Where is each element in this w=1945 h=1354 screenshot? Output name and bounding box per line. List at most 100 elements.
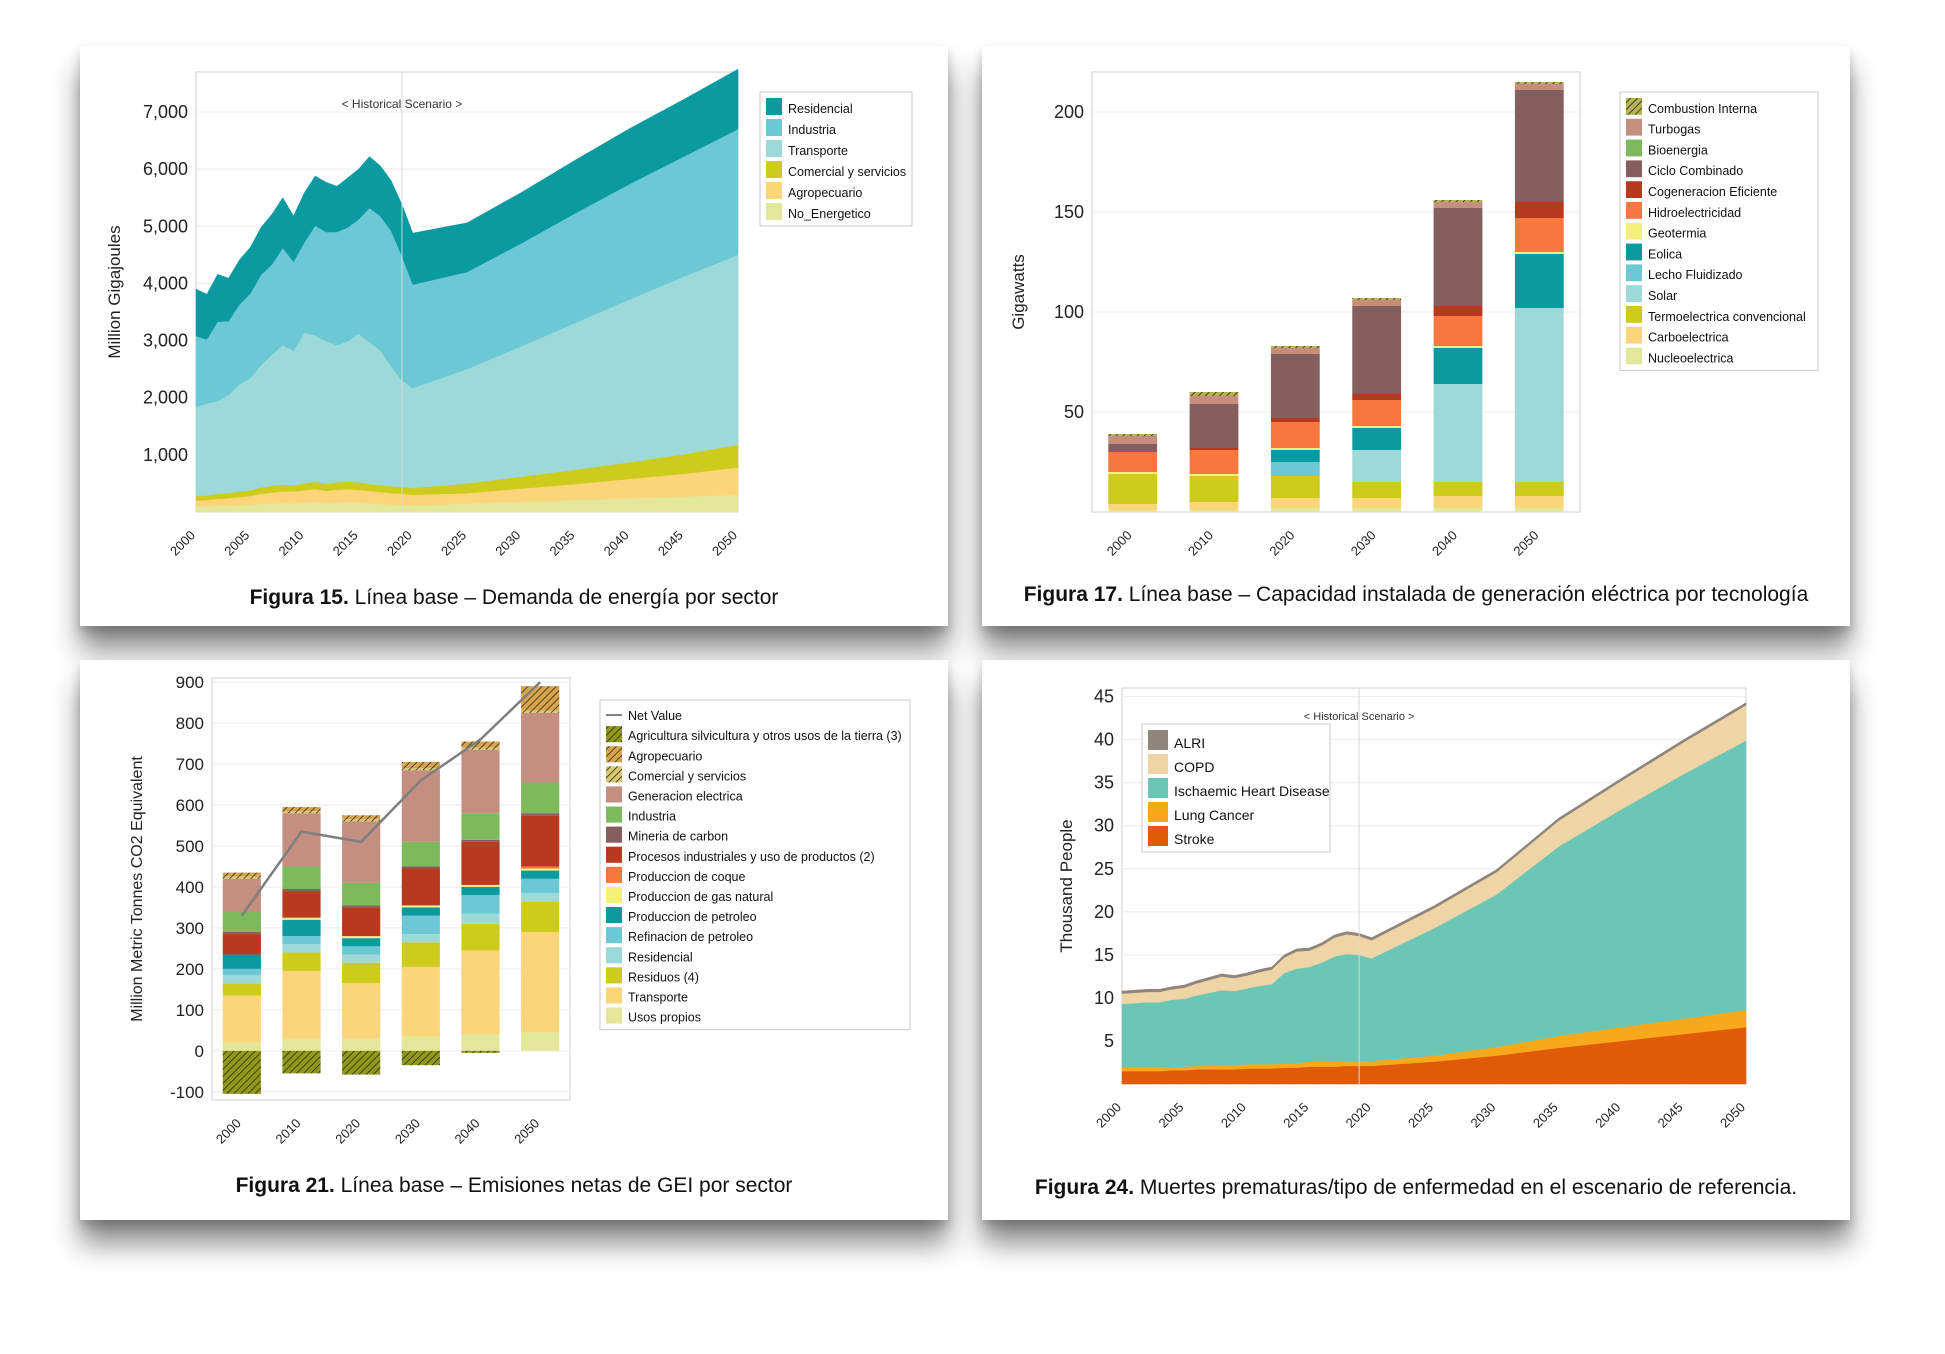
y-tick-label: 3,000 bbox=[143, 331, 188, 351]
bar-residencial-2020 bbox=[342, 954, 381, 963]
y-tick-label: -100 bbox=[170, 1083, 204, 1102]
legend-swatch-solar bbox=[1626, 285, 1642, 302]
figure-24-title: Muertes prematuras/tipo de enfermedad en… bbox=[1134, 1176, 1798, 1199]
historical-scenario-label: < Historical Scenario > bbox=[342, 97, 463, 111]
bar-residuos-4-2020 bbox=[342, 962, 381, 984]
bar-usos-propios-2000 bbox=[222, 1042, 261, 1051]
bar-cogeneracion-eficiente-2010 bbox=[1189, 448, 1239, 450]
bar-comercial-y-servicios-2020 bbox=[342, 819, 381, 822]
x-tick-label: 2010 bbox=[273, 1116, 304, 1147]
bar-eolica-2040 bbox=[1433, 348, 1483, 384]
bar-combustion-interna-2010 bbox=[1189, 392, 1239, 396]
y-tick-label: 150 bbox=[1054, 202, 1084, 222]
bar-refinacion-de-petroleo-2030 bbox=[401, 915, 440, 935]
y-tick-label: 25 bbox=[1094, 859, 1114, 879]
area-alri bbox=[1121, 702, 1747, 994]
x-tick-label: 2050 bbox=[1717, 1100, 1748, 1131]
x-tick-label: 2050 bbox=[1510, 528, 1541, 559]
bar-comercial-y-servicios-2040 bbox=[461, 747, 500, 750]
bar-mineria-de-carbon-2000 bbox=[222, 932, 261, 935]
bar-produccion-de-petroleo-2000 bbox=[222, 954, 261, 969]
bar-ciclo-combinado-2030 bbox=[1352, 306, 1402, 394]
x-tick-label: 2020 bbox=[1266, 528, 1297, 559]
bar-combustion-interna-2050 bbox=[1514, 82, 1564, 84]
legend-label-usos-propios: Usos propios bbox=[628, 1011, 701, 1025]
bar-turbogas-2020 bbox=[1270, 348, 1320, 354]
bar-hidroelectricidad-2010 bbox=[1189, 450, 1239, 474]
bar-usos-propios-2040 bbox=[461, 1034, 500, 1051]
bar-cogeneracion-eficiente-2020 bbox=[1270, 418, 1320, 422]
y-tick-label: 200 bbox=[1054, 102, 1084, 122]
legend-swatch-hidroelectricidad bbox=[1626, 202, 1642, 219]
bar-combustion-interna-2000 bbox=[1108, 434, 1158, 436]
bar-generacion-electrica-2020 bbox=[342, 821, 381, 883]
bar-usos-propios-2020 bbox=[342, 1038, 381, 1051]
bar-ciclo-combinado-2040 bbox=[1433, 208, 1483, 306]
legend-label-residuos-4: Residuos (4) bbox=[628, 970, 699, 984]
figure-21-caption: Figura 21. Línea base – Emisiones netas … bbox=[80, 1174, 948, 1198]
y-tick-label: 900 bbox=[176, 673, 204, 692]
figure-21-number: Figura 21. bbox=[235, 1174, 335, 1197]
legend-swatch-transporte bbox=[766, 140, 782, 157]
legend: Residencial Industria Transporte Comercial … bbox=[759, 91, 913, 227]
legend-swatch-alri bbox=[1148, 730, 1168, 750]
bar-agricultura-silvicultura-y-otros-usos-de-la-tierra-3-2010 bbox=[282, 1050, 321, 1074]
x-tick-label: 2010 bbox=[275, 528, 306, 559]
y-tick-label: 40 bbox=[1094, 730, 1114, 750]
bar-produccion-de-petroleo-2040 bbox=[461, 886, 500, 896]
bar-eolica-2020 bbox=[1270, 450, 1320, 462]
bar-hidroelectricidad-2050 bbox=[1514, 218, 1564, 252]
legend-swatch-ischaemic-heart-disease bbox=[1148, 778, 1168, 798]
legend-label-net-value: Net Value bbox=[628, 709, 682, 723]
legend-label-generacion-electrica: Generacion electrica bbox=[628, 790, 743, 804]
bar-geotermia-2010 bbox=[1189, 474, 1239, 476]
y-tick-label: 2,000 bbox=[143, 388, 188, 408]
bar-produccion-de-petroleo-2020 bbox=[342, 938, 381, 947]
bar-turbogas-2050 bbox=[1514, 84, 1564, 90]
legend-label-copd: COPD bbox=[1174, 759, 1214, 775]
x-tick-label: 2005 bbox=[221, 528, 252, 559]
legend-label-produccion-de-coque: Produccion de coque bbox=[628, 870, 745, 884]
bar-turbogas-2040 bbox=[1433, 202, 1483, 208]
bar-transporte-2030 bbox=[401, 966, 440, 1037]
figure-21-chart: -100 0 100 200 300 400 500 600 700 800 900 2000 2010… bbox=[129, 673, 911, 1147]
legend-swatch-agropecuario bbox=[766, 182, 782, 199]
legend-swatch-comercial-y-servicios bbox=[606, 766, 622, 783]
y-tick-label: 6,000 bbox=[143, 159, 188, 179]
bar-agropecuario-2030 bbox=[401, 761, 440, 769]
x-tick-label: 2035 bbox=[1530, 1100, 1561, 1131]
bar-carboelectrica-2040 bbox=[1433, 496, 1483, 508]
plot-frame bbox=[1091, 71, 1581, 513]
figure-15-panel: 1,000 2,000 3,000 4,000 5,000 6,000 7,000 < His… bbox=[80, 46, 948, 626]
legend-swatch-lung-cancer bbox=[1148, 802, 1168, 822]
legend-swatch-stroke bbox=[1148, 826, 1168, 846]
bar-transporte-2020 bbox=[342, 983, 381, 1039]
legend-swatch-transporte bbox=[606, 987, 622, 1004]
x-tick-label: 2030 bbox=[1467, 1100, 1498, 1131]
x-tick-label: 2010 bbox=[1218, 1100, 1249, 1131]
legend-label-geotermia: Geotermia bbox=[1648, 227, 1706, 241]
legend-label-refinacion-de-petroleo: Refinacion de petroleo bbox=[628, 930, 753, 944]
bar-carboelectrica-2030 bbox=[1352, 498, 1402, 508]
y-axis-label: Gigawatts bbox=[1009, 254, 1028, 330]
y-tick-label: 10 bbox=[1094, 988, 1114, 1008]
legend-label-hidroelectricidad: Hidroelectricidad bbox=[1648, 206, 1741, 220]
legend-label-alri: ALRI bbox=[1174, 735, 1205, 751]
figure-17-panel: 50 100 150 200 2000 2010 2020 2030 2040 2050 Gigaw… bbox=[982, 46, 1850, 626]
bar-termoelectrica-convencional-2030 bbox=[1352, 482, 1402, 498]
bar-carboelectrica-2000 bbox=[1108, 504, 1158, 510]
legend-swatch-residencial bbox=[766, 98, 782, 115]
legend-label-lecho-fluidizado: Lecho Fluidizado bbox=[1648, 268, 1743, 282]
bar-comercial-y-servicios-2030 bbox=[401, 768, 440, 771]
bar-combustion-interna-2040 bbox=[1433, 200, 1483, 202]
legend-swatch-agropecuario bbox=[606, 746, 622, 763]
bar-procesos-industriales-y-uso-de-productos-2-2040 bbox=[461, 841, 500, 885]
x-tick-label: 2040 bbox=[601, 528, 632, 559]
bar-produccion-de-gas-natural-2050 bbox=[521, 868, 560, 871]
bar-industria-2030 bbox=[401, 841, 440, 867]
legend-swatch-agricultura-silvicultura-y-otros-usos-de-la-tierra-3 bbox=[606, 726, 622, 743]
bar-hidroelectricidad-2030 bbox=[1352, 400, 1402, 426]
bar-carboelectrica-2050 bbox=[1514, 496, 1564, 508]
legend-swatch-termoelectrica-convencional bbox=[1626, 306, 1642, 323]
